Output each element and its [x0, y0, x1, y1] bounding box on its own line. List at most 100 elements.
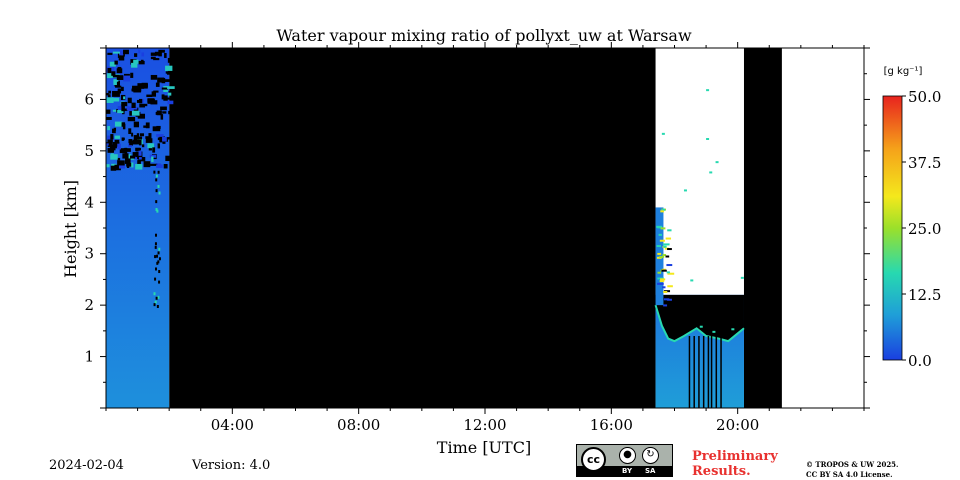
noise-pixel: [126, 162, 132, 167]
noise-pixel: [667, 285, 673, 288]
noise-pixel: [149, 163, 158, 166]
noise-pixel: [111, 149, 115, 153]
noise-pixel: [157, 260, 160, 264]
colorbar: [882, 95, 903, 361]
noise-pixel: [121, 122, 126, 127]
noise-pixel: [129, 141, 133, 146]
noise-pixel: [153, 303, 156, 307]
data-gap: [707, 336, 710, 408]
noise-pixel: [126, 105, 130, 111]
noise-pixel: [107, 141, 112, 147]
evening-noise: [656, 89, 744, 408]
noise-pixel: [138, 49, 141, 54]
noise-pixel: [154, 51, 161, 56]
noise-pixel: [117, 157, 121, 161]
noise-pixel: [106, 116, 112, 120]
noise-pixel: [690, 279, 694, 282]
noise-pixel: [167, 71, 175, 75]
y-axis-label: Height [km]: [61, 180, 80, 278]
noise-pixel: [124, 151, 128, 155]
attribution-icon: ●: [619, 447, 636, 464]
noise-pixel: [123, 73, 130, 77]
noise-pixel: [114, 164, 121, 171]
noise-pixel: [114, 135, 120, 139]
noise-pixel: [147, 98, 155, 103]
noise-pixel: [663, 290, 668, 293]
noise-pixel: [120, 86, 124, 92]
noise-pixel: [106, 109, 111, 114]
noise-pixel: [168, 110, 176, 115]
cc-license-badge[interactable]: cc ● ↻ BY SA: [576, 444, 673, 477]
colorbar-tick-label: 25.0: [908, 220, 941, 238]
noise-pixel: [157, 137, 166, 141]
noise-pixel: [124, 158, 131, 164]
noise-pixel: [137, 83, 145, 89]
noise-pixel: [656, 225, 663, 228]
noise-pixel: [112, 147, 116, 151]
noise-pixel: [141, 99, 144, 103]
noise-pixel: [157, 184, 160, 188]
cc-by-label: BY: [622, 467, 633, 475]
noise-pixel: [106, 164, 110, 168]
data-layer: [106, 48, 782, 408]
noise-pixel: [134, 53, 138, 57]
noise-pixel: [155, 200, 158, 204]
noise-pixel: [167, 100, 174, 105]
noise-pixel: [657, 271, 662, 274]
noise-pixel: [141, 83, 148, 88]
noise-pixel: [116, 75, 124, 80]
noise-pixel: [133, 121, 140, 128]
noise-pixel: [667, 298, 672, 301]
noise-pixel: [155, 111, 160, 115]
noise-pixel: [131, 88, 139, 92]
noise-pixel: [153, 292, 156, 296]
noise-pixel: [106, 97, 114, 103]
above-boundary-layer: [655, 294, 744, 342]
noise-pixel: [660, 278, 666, 281]
noise-pixel: [131, 132, 134, 137]
noise-pixel: [667, 303, 671, 306]
share-alike-icon: ↻: [642, 447, 659, 464]
noise-pixel: [110, 154, 118, 160]
noise-pixel: [131, 106, 138, 110]
noise-pixel: [665, 237, 672, 240]
noise-pixel: [656, 245, 661, 248]
noise-pixel: [665, 255, 670, 258]
noise-pixel: [155, 296, 158, 300]
noise-pixel: [664, 247, 670, 250]
noise-pixel: [151, 156, 154, 162]
noise-pixel: [152, 147, 156, 153]
noise-pixel: [715, 161, 719, 164]
noise-pixel: [137, 155, 140, 160]
noise-pixel: [165, 137, 172, 140]
noise-pixel: [160, 114, 164, 120]
noise-pixel: [112, 51, 120, 54]
noise-pixel: [165, 155, 172, 162]
noise-pixel: [158, 191, 161, 195]
noise-pixel: [145, 136, 150, 139]
noise-pixel: [126, 154, 132, 158]
noise-pixel: [167, 86, 175, 89]
noise-pixel: [659, 255, 665, 258]
noise-pixel: [667, 248, 672, 251]
noise-pixel: [167, 92, 172, 96]
noise-pixel: [154, 255, 157, 259]
noise-pixel: [123, 96, 126, 100]
noise-pixel: [141, 52, 145, 57]
noise-pixel: [662, 254, 667, 257]
data-gap: [693, 336, 695, 408]
noise-pixel: [130, 72, 134, 78]
noise-pixel: [660, 210, 665, 213]
noise-pixel: [156, 304, 159, 308]
data-gap: [688, 336, 691, 408]
x-tick-label: 08:00: [337, 416, 380, 434]
noise-pixel: [138, 150, 142, 156]
noise-pixel: [107, 148, 114, 153]
x-tick-label: 16:00: [590, 416, 633, 434]
noise-pixel: [111, 71, 116, 76]
colorbar-tick-label: 12.5: [908, 286, 941, 304]
y-tick-label: 2: [84, 296, 94, 314]
noise-pixel: [156, 125, 161, 129]
noise-pixel: [139, 103, 148, 107]
noise-pixel: [162, 137, 167, 142]
